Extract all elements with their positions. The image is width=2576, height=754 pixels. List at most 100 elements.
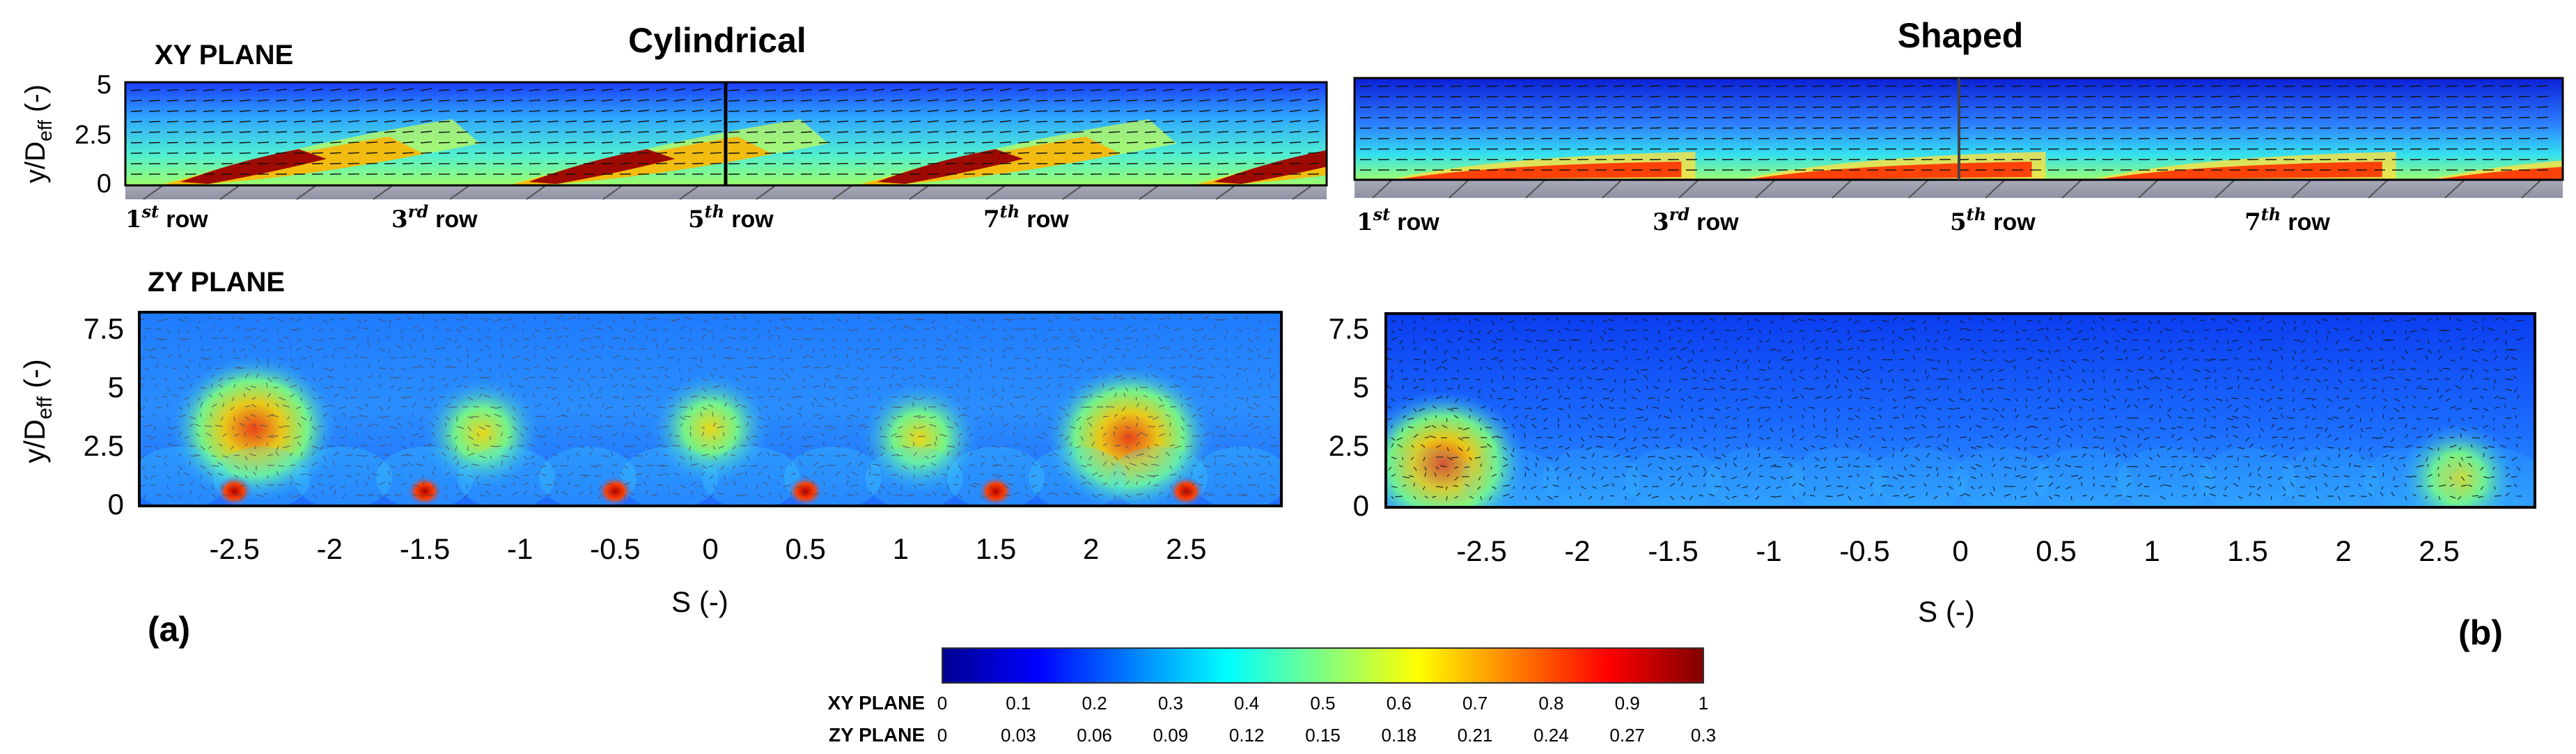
vector-arrow <box>183 472 190 476</box>
zy-base-halo <box>2116 448 2215 507</box>
vector-arrow <box>2401 406 2406 409</box>
zy-base-halo <box>1871 448 1969 507</box>
vector-arrow <box>1937 359 1941 364</box>
vector-arrow <box>371 473 380 476</box>
vector-arrow <box>818 99 831 102</box>
vector-arrow <box>598 318 602 323</box>
vector-arrow <box>891 355 899 359</box>
vector-arrow <box>668 397 673 400</box>
vector-arrow <box>1442 424 1448 429</box>
vector-arrow <box>1180 141 1193 144</box>
vector-arrow <box>1724 316 1726 321</box>
vector-arrow <box>779 465 783 469</box>
vector-arrow <box>2483 388 2488 391</box>
vector-arrow <box>1235 88 1247 91</box>
vector-arrow <box>1655 427 1660 432</box>
vector-arrow <box>1968 415 1972 419</box>
vector-arrow <box>1028 328 1037 330</box>
vector-arrow <box>710 109 722 112</box>
vector-arrow <box>612 318 615 323</box>
vector-arrow <box>2327 406 2329 409</box>
vector-arrow <box>1090 141 1102 144</box>
vector-arrow <box>1524 339 1532 343</box>
vector-arrow <box>1814 346 1821 351</box>
vector-arrow <box>1478 395 1481 399</box>
vector-arrow <box>1756 346 1760 351</box>
vector-arrow <box>1504 116 1517 118</box>
vector-arrow <box>2366 347 2373 351</box>
vector-arrow <box>1485 426 1492 429</box>
vector-arrow <box>999 141 1012 144</box>
vector-arrow <box>152 465 157 469</box>
vector-arrow <box>356 406 364 410</box>
vector-arrow <box>622 383 625 388</box>
vector-arrow <box>2469 398 2473 403</box>
vector-arrow <box>2070 359 2077 364</box>
vector-arrow <box>2304 425 2307 429</box>
vector-arrow <box>2189 388 2194 391</box>
vector-arrow <box>2536 116 2549 118</box>
vector-arrow <box>501 353 505 359</box>
vector-arrow <box>293 109 306 112</box>
vector-arrow <box>431 336 435 339</box>
vector-arrow <box>768 334 773 339</box>
vector-arrow <box>1781 437 1783 443</box>
vector-arrow <box>1767 406 1771 409</box>
vector-arrow <box>1577 359 1582 362</box>
vector-arrow <box>1903 349 1910 351</box>
vector-arrow <box>2171 318 2176 321</box>
vector-arrow <box>832 484 836 488</box>
vector-arrow <box>322 436 326 441</box>
vector-arrow <box>2271 385 2275 390</box>
xy-cylindrical-panel: 5 2.5 0 y/Deff (-) 1st row 3rd row 5th row … <box>20 70 1328 233</box>
vector-arrow <box>334 489 336 495</box>
vector-arrow <box>428 443 435 447</box>
vector-arrow <box>2160 427 2166 430</box>
vector-arrow <box>1800 369 1804 372</box>
vector-arrow <box>1590 339 1593 345</box>
vector-arrow <box>594 475 602 477</box>
vector-arrow <box>185 121 197 123</box>
vector-arrow <box>1824 456 1827 462</box>
vector-arrow <box>1937 385 1941 390</box>
vector-arrow <box>1002 338 1008 341</box>
vector-arrow <box>2210 318 2217 321</box>
vector-arrow <box>184 436 190 439</box>
vector-arrow <box>1655 444 1660 448</box>
vector-arrow <box>1688 472 1693 477</box>
vector-arrow <box>218 443 224 447</box>
vector-arrow <box>200 475 203 479</box>
vector-arrow <box>1199 99 1211 102</box>
vector-arrow <box>990 357 992 362</box>
vector-arrow <box>2078 417 2083 422</box>
vector-arrow <box>178 494 182 500</box>
vector-arrow <box>1997 387 2005 390</box>
vector-arrow <box>478 393 483 398</box>
vector-arrow <box>1797 318 1804 321</box>
vector-arrow <box>1540 447 1548 449</box>
vector-arrow <box>813 426 820 428</box>
vector-arrow <box>1207 376 1215 378</box>
vector-arrow <box>456 426 465 429</box>
vector-arrow <box>857 424 866 427</box>
vector-arrow <box>461 465 469 469</box>
vector-arrow <box>1253 120 1265 123</box>
vector-arrow <box>802 377 806 382</box>
vector-arrow <box>779 443 785 447</box>
vector-arrow <box>2113 378 2116 383</box>
vector-arrow <box>2458 447 2462 451</box>
vector-arrow <box>1836 369 1841 374</box>
vector-arrow <box>1921 415 1927 419</box>
vector-arrow <box>529 99 541 102</box>
vector-arrow <box>2327 456 2331 461</box>
vector-arrow <box>456 461 460 466</box>
vector-arrow <box>1970 357 1976 360</box>
vector-arrow <box>1547 386 1552 390</box>
xy-shp-jet-core <box>1746 162 2032 180</box>
vector-arrow <box>1825 369 1827 373</box>
vector-arrow <box>1623 388 1626 393</box>
vector-arrow <box>218 392 224 398</box>
vector-arrow <box>554 367 558 373</box>
vector-arrow <box>1558 435 1563 438</box>
vector-arrow <box>632 335 636 339</box>
